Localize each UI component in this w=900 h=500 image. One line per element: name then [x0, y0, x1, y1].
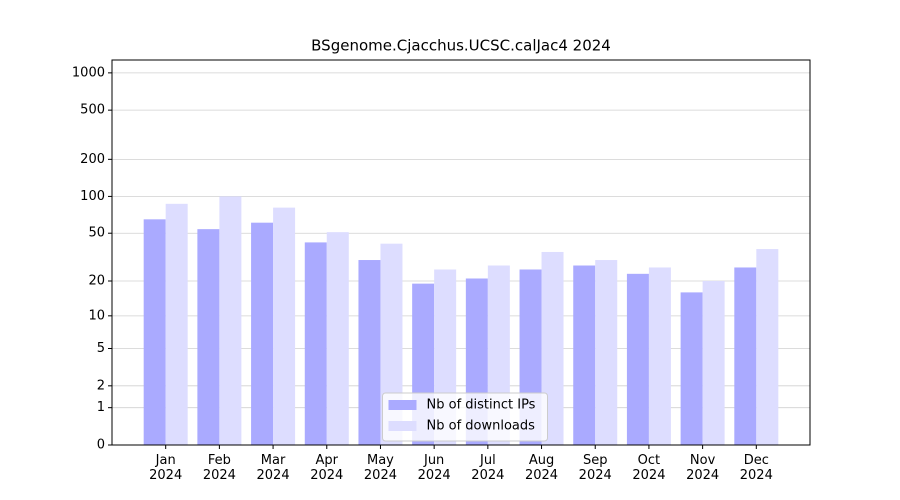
bar	[143, 219, 166, 445]
x-tick-label: May 2024	[363, 453, 397, 483]
y-tick-label: 200	[80, 152, 105, 167]
bar	[197, 229, 220, 445]
bar	[648, 267, 671, 445]
y-tick-label: 2	[97, 378, 105, 393]
legend-label: Nb of downloads	[427, 419, 536, 434]
x-tick-label: Nov 2024	[686, 453, 720, 483]
legend: Nb of distinct IPs Nb of downloads	[382, 392, 548, 442]
y-tick-label: 1000	[72, 65, 105, 80]
x-tick-label: Dec 2024	[739, 453, 773, 483]
bar	[595, 260, 618, 445]
y-tick-label: 10	[88, 308, 105, 323]
legend-box	[382, 392, 548, 442]
bar	[326, 232, 349, 445]
x-tick-label: Jun 2024	[417, 453, 451, 483]
x-tick-label: Jan 2024	[149, 453, 183, 483]
bar	[680, 292, 703, 445]
x-tick-label: Jul 2024	[471, 453, 505, 483]
bar	[734, 267, 757, 445]
bar	[304, 242, 327, 445]
y-tick-label: 0	[97, 438, 105, 453]
bar	[358, 260, 381, 445]
y-tick-label: 1	[97, 400, 105, 415]
bar	[756, 249, 779, 445]
bar	[702, 281, 725, 445]
y-tick-label: 5	[97, 341, 105, 356]
x-tick-label: Apr 2024	[310, 453, 344, 483]
bar	[251, 222, 274, 445]
legend-swatch	[388, 421, 417, 431]
bar	[273, 207, 296, 445]
bar	[165, 203, 188, 445]
bar	[219, 196, 242, 445]
y-tick-label: 20	[88, 274, 105, 289]
x-tick-label: Mar 2024	[256, 453, 290, 483]
x-tick-label: Oct 2024	[632, 453, 666, 483]
bar	[573, 265, 596, 445]
legend-swatch	[388, 400, 417, 410]
plot-frame	[111, 59, 811, 446]
x-tick-label: Sep 2024	[578, 453, 612, 483]
bar	[626, 273, 649, 445]
chart-title: BSgenome.Cjacchus.UCSC.calJac4 2024	[311, 37, 611, 55]
y-tick-label: 50	[88, 226, 105, 241]
y-tick-label: 100	[80, 189, 105, 204]
legend-label: Nb of distinct IPs	[427, 398, 536, 413]
x-tick-label: Feb 2024	[202, 453, 236, 483]
y-tick-label: 500	[80, 103, 105, 118]
x-tick-label: Aug 2024	[524, 453, 559, 483]
